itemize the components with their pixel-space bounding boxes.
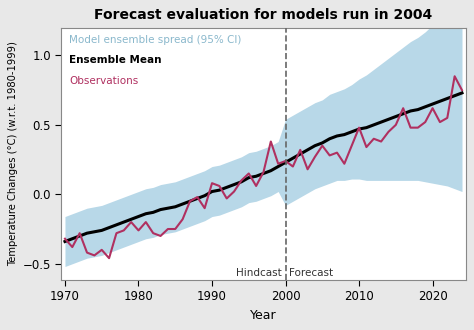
Text: Ensemble Mean: Ensemble Mean bbox=[69, 55, 162, 65]
Title: Forecast evaluation for models run in 2004: Forecast evaluation for models run in 20… bbox=[94, 8, 433, 22]
Text: Forecast: Forecast bbox=[289, 268, 333, 278]
Text: Observations: Observations bbox=[69, 76, 138, 86]
Y-axis label: Temperature Changes (°C) (w.r.t. 1980-1999): Temperature Changes (°C) (w.r.t. 1980-19… bbox=[9, 42, 18, 266]
Text: Model ensemble spread (95% CI): Model ensemble spread (95% CI) bbox=[69, 35, 242, 45]
Text: Hindcast: Hindcast bbox=[236, 268, 282, 278]
X-axis label: Year: Year bbox=[250, 309, 277, 322]
